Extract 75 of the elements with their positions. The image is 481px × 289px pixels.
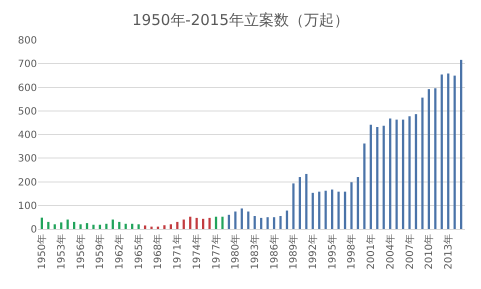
bar: [112, 220, 114, 229]
bar: [272, 217, 276, 229]
bar: [312, 192, 314, 229]
bar: [66, 220, 69, 229]
bar: [382, 126, 385, 229]
bar: [247, 212, 250, 229]
x-tick-label: 1962年: [114, 234, 126, 270]
y-tick-label: 100: [18, 200, 37, 212]
bar: [131, 224, 134, 229]
y-tick-label: 600: [18, 82, 37, 94]
bar: [86, 223, 88, 229]
x-tick-label: 2007年: [404, 234, 416, 270]
bar: [105, 224, 108, 229]
x-tick-label: 1965年: [132, 234, 145, 270]
bar: [434, 88, 436, 229]
bar: [54, 224, 56, 229]
bar: [40, 218, 43, 229]
bar: [260, 218, 262, 229]
bar: [124, 224, 127, 229]
x-tick-label: 1959年: [94, 234, 106, 270]
bar: [196, 218, 198, 229]
x-tick-label: 1989年: [288, 234, 300, 270]
bar: [376, 126, 378, 229]
bar: [440, 74, 443, 229]
x-tick-label: 1950年: [36, 234, 48, 270]
bar: [331, 190, 334, 229]
bar: [47, 222, 50, 229]
bar: [324, 190, 327, 229]
bar: [266, 217, 269, 229]
bar: [305, 174, 308, 229]
bar: [202, 218, 204, 229]
bar: [318, 192, 320, 229]
bar: [163, 225, 166, 229]
x-tick-label: 1971年: [172, 234, 184, 270]
x-tick-label: 1956年: [74, 234, 87, 270]
bar: [396, 120, 398, 229]
bar: [182, 220, 185, 229]
y-tick-label: 0: [30, 224, 37, 236]
bar: [60, 222, 62, 229]
y-tick-label: 300: [18, 154, 37, 165]
x-tick-label: 1998年: [346, 234, 358, 270]
x-tick-label: 2013年: [442, 234, 454, 270]
x-tick-label: 1995年: [326, 234, 338, 270]
y-tick-label: 200: [18, 177, 37, 188]
bar: [214, 216, 218, 229]
x-tick-label: 1977年: [210, 234, 222, 270]
bar: [221, 216, 224, 229]
bar: [137, 224, 140, 229]
bar: [460, 60, 462, 229]
bar: [72, 222, 76, 229]
bar: [254, 216, 256, 229]
x-tick-label: 2001年: [365, 234, 378, 270]
x-tick-label: 2004年: [384, 234, 396, 270]
bar: [447, 74, 450, 229]
y-tick-label: 800: [18, 36, 37, 46]
bar: [118, 222, 120, 229]
x-tick-label: 1968年: [152, 234, 164, 270]
bar: [189, 216, 192, 229]
y-tick-label: 500: [18, 106, 37, 118]
y-tick-label: 400: [18, 130, 37, 141]
chart-title: 1950年-2015年立案数（万起）: [132, 10, 349, 29]
x-tick-label: 1953年: [55, 234, 68, 270]
x-tick-label: 1986年: [268, 234, 280, 270]
bar: [176, 222, 178, 229]
x-tick-label: 1980年: [230, 234, 242, 270]
x-tick-label: 1974年: [190, 234, 203, 270]
bar: [389, 118, 392, 229]
x-tick-label: 1983年: [248, 234, 261, 270]
x-tick-label: 1992年: [307, 234, 320, 270]
x-tick-label: 2010年: [423, 234, 436, 270]
y-tick-label: 700: [18, 59, 37, 70]
bar: [454, 76, 456, 229]
bar: [370, 124, 372, 229]
bar: [170, 224, 172, 229]
bar: [240, 208, 243, 229]
